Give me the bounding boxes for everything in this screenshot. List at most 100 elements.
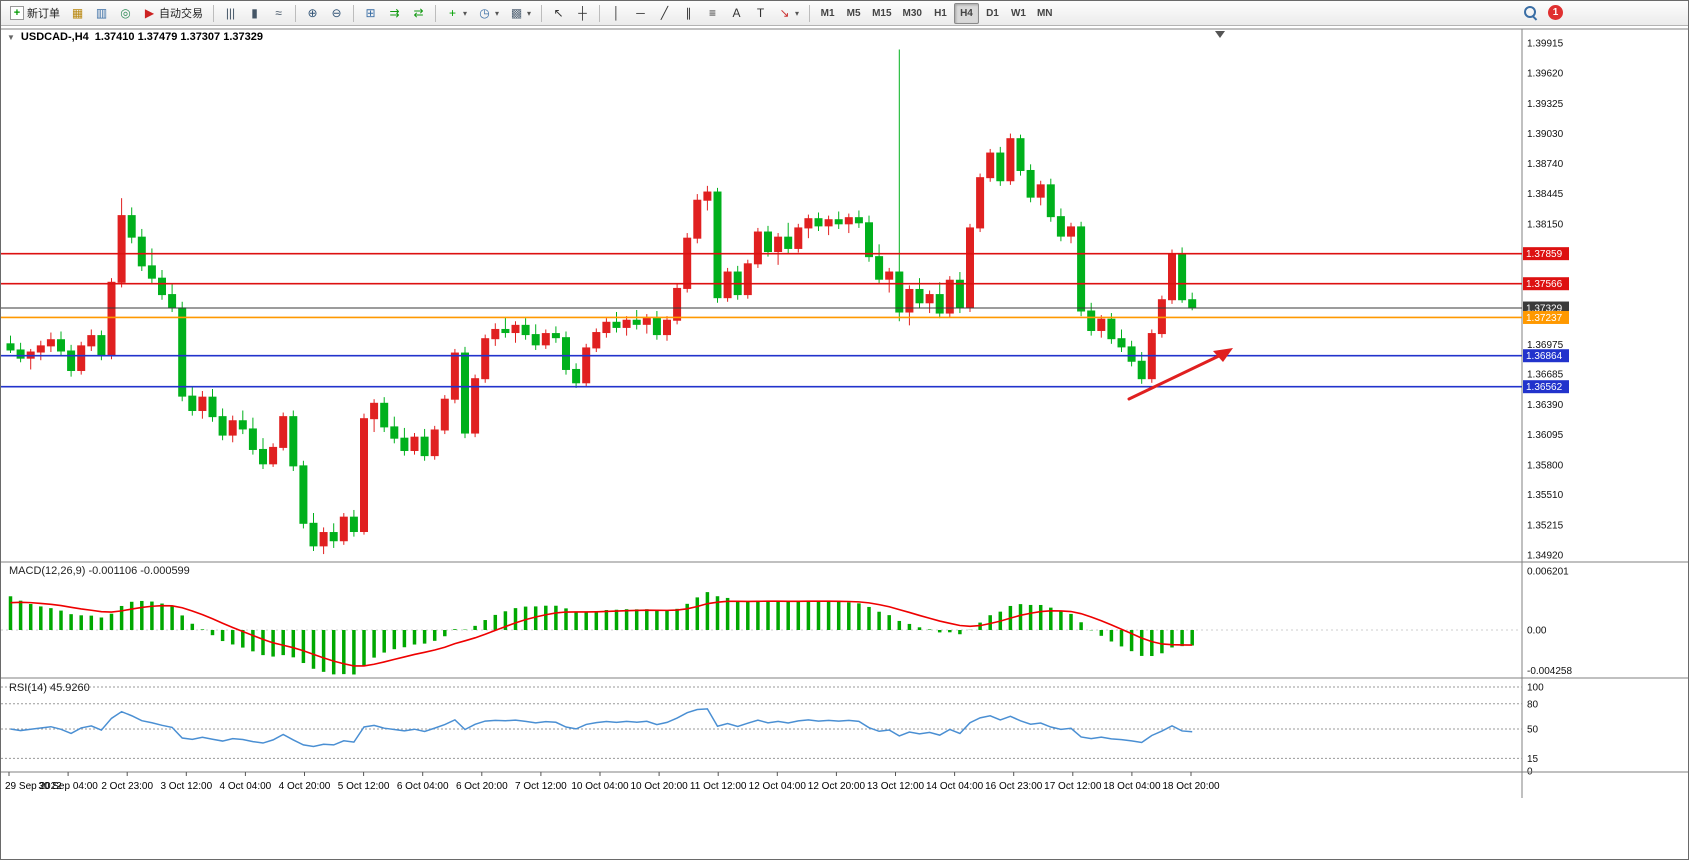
time-axis-label: 6 Oct 04:00: [397, 781, 449, 792]
price-axis-tick-label: 1.39620: [1527, 69, 1564, 80]
zoom-in-button[interactable]: ⊕: [301, 3, 324, 24]
collapse-chart-icon[interactable]: ▼: [7, 32, 15, 42]
text-button[interactable]: A: [725, 3, 748, 24]
horizontal-line-button[interactable]: ─: [629, 3, 652, 24]
candle-body: [683, 237, 692, 289]
zoom-out-button[interactable]: ⊖: [325, 3, 348, 24]
equidistant-channel-icon: ∥: [685, 5, 692, 20]
candle-body: [622, 319, 631, 328]
candle-body: [1127, 346, 1136, 362]
auto-scroll-button[interactable]: ⇉: [383, 3, 406, 24]
candle-body: [794, 227, 803, 249]
candle-body: [461, 352, 469, 434]
candle-body: [784, 236, 793, 249]
candlestick-chart-button[interactable]: ▮: [243, 3, 266, 24]
toolbar-separator: [353, 4, 354, 22]
chart-title-bar: ▼ USDCAD-,H4 1.37410 1.37479 1.37307 1.3…: [7, 31, 263, 43]
chart-shift-button[interactable]: ⇄: [407, 3, 430, 24]
candle-body: [430, 429, 439, 457]
candle-body: [1178, 253, 1187, 301]
timeframe-m5-button[interactable]: M5: [841, 3, 866, 24]
templates-button[interactable]: ▩ ▾: [505, 3, 536, 24]
equidistant-channel-button[interactable]: ∥: [677, 3, 700, 24]
indicators-button[interactable]: + ▾: [441, 3, 472, 24]
price-axis-tick-label: 1.39030: [1527, 129, 1564, 140]
toolbar-separator: [213, 4, 214, 22]
trend-arrow-line[interactable]: [1127, 352, 1225, 401]
main-toolbar: + 新订单 ▦ ▥ ◎ ▶ 自动交易 ||| ▮ ≈ ⊕ ⊖ ⊞ ⇉ ⇄ + ▾ ◷ ▾ ▩ ▾ ↖ ┼ │ ─ ╱ ∥ ≡ A T ↘ ▾ M…: [1, 1, 1688, 26]
cursor-button[interactable]: ↖: [547, 3, 570, 24]
charts-button[interactable]: ▦: [66, 3, 89, 24]
candle-body: [309, 522, 318, 547]
candle-body: [137, 236, 146, 267]
navigator-button[interactable]: ◎: [114, 3, 137, 24]
trend-arrow-head[interactable]: [1213, 348, 1233, 362]
timeframe-m1-button[interactable]: M1: [815, 3, 840, 24]
bar-chart-button[interactable]: |||: [219, 3, 242, 24]
timeframe-w1-button[interactable]: W1: [1006, 3, 1031, 24]
candle-body: [531, 334, 540, 346]
candle-body: [87, 335, 96, 347]
rsi-indicator-label: RSI(14) 45.9260: [9, 682, 90, 694]
candle-body: [158, 277, 166, 296]
periods-dropdown-icon[interactable]: ▾: [495, 8, 500, 18]
new-order-icon: +: [10, 6, 24, 20]
toolbar-separator: [809, 4, 811, 22]
candle-body: [420, 436, 429, 457]
candle-body: [1097, 318, 1106, 331]
new-order-button[interactable]: + 新订单: [5, 3, 65, 24]
candle-body: [703, 191, 712, 201]
vertical-line-button[interactable]: │: [605, 3, 628, 24]
timeframe-m30-button[interactable]: M30: [898, 3, 927, 24]
arrows-icon: ↘: [779, 5, 790, 20]
level-line-axis-box: [1523, 310, 1569, 324]
arrows-button[interactable]: ↘ ▾: [773, 3, 804, 24]
search-icon[interactable]: [1523, 5, 1538, 20]
price-axis-tick-label: 1.39325: [1527, 99, 1564, 110]
candle-body: [501, 328, 510, 334]
candle-body: [875, 256, 884, 280]
auto-scroll-icon: ⇉: [389, 5, 400, 20]
timeframe-mn-button[interactable]: MN: [1032, 3, 1058, 24]
market-watch-button[interactable]: ▥: [90, 3, 113, 24]
timeframe-h4-button[interactable]: H4: [953, 2, 979, 24]
macd-axis-label: 0.006201: [1527, 566, 1569, 577]
periods-button[interactable]: ◷ ▾: [473, 3, 504, 24]
arrows-dropdown-icon[interactable]: ▾: [795, 8, 800, 18]
timeframe-h1-button[interactable]: H1: [928, 3, 953, 24]
candle-body: [339, 516, 348, 542]
templates-dropdown-icon[interactable]: ▾: [527, 8, 532, 18]
chart-shift-marker-icon[interactable]: [1215, 31, 1225, 38]
text-icon: A: [732, 5, 741, 20]
fibonacci-button[interactable]: ≡: [701, 3, 724, 24]
vertical-line-icon: │: [612, 5, 621, 20]
candle-body: [804, 218, 813, 229]
time-axis-label: 3 Oct 12:00: [160, 781, 212, 792]
candle-body: [632, 319, 641, 325]
text-label-button[interactable]: T: [749, 3, 772, 24]
candle-body: [895, 271, 904, 313]
time-axis-label: 12 Oct 20:00: [808, 781, 866, 792]
time-axis-label: 5 Oct 12:00: [338, 781, 390, 792]
macd-indicator-label: MACD(12,26,9) -0.001106 -0.000599: [9, 565, 190, 577]
indicators-dropdown-icon[interactable]: ▾: [463, 8, 468, 18]
timeframe-d1-button[interactable]: D1: [980, 3, 1005, 24]
toolbar-separator: [541, 4, 543, 22]
timeframe-m15-button[interactable]: M15: [867, 3, 896, 24]
chart-ohlc-values: 1.37410 1.37479 1.37307 1.37329: [94, 31, 263, 43]
tile-windows-button[interactable]: ⊞: [359, 3, 382, 24]
candle-body: [390, 426, 399, 439]
price-axis-tick-label: 1.36685: [1527, 370, 1564, 381]
auto-trading-button[interactable]: ▶ 自动交易: [138, 3, 208, 24]
trendline-button[interactable]: ╱: [653, 3, 676, 24]
candle-body: [218, 416, 227, 436]
time-axis-label: 4 Oct 20:00: [279, 781, 331, 792]
candle-body: [713, 191, 722, 299]
zoom-in-icon: ⊕: [307, 5, 318, 20]
crosshair-button[interactable]: ┼: [571, 3, 594, 24]
notification-badge[interactable]: 1: [1548, 5, 1563, 20]
price-chart-area[interactable]: [1, 29, 1522, 772]
price-axis-tick-label: 1.34920: [1527, 551, 1564, 562]
line-chart-button[interactable]: ≈: [267, 3, 290, 24]
